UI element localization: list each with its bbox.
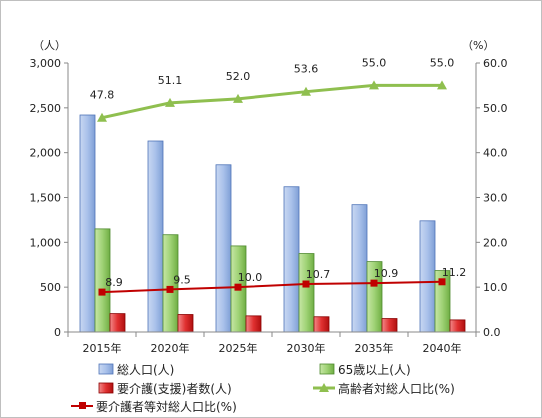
data-label-care-ratio: 9.5 — [173, 273, 191, 286]
marker-care-ratio — [302, 280, 310, 288]
right-tick-label: 50.0 — [483, 102, 508, 115]
marker-care-ratio — [234, 283, 242, 291]
legend-label-elderly-ratio: 高齢者対総人口比(%) — [338, 381, 455, 396]
bar-series — [79, 114, 466, 333]
right-tick-label: 60.0 — [483, 57, 508, 70]
marker-care-ratio — [438, 278, 446, 286]
data-label-elderly-ratio: 55.0 — [362, 56, 387, 69]
left-tick-label: 2,000 — [30, 147, 62, 160]
bar-care-recipients — [177, 314, 194, 333]
right-tick-label: 0.0 — [483, 326, 501, 339]
left-tick-label: 0 — [54, 326, 61, 339]
marker-elderly-ratio — [97, 112, 107, 122]
x-tick-label: 2035年 — [355, 341, 394, 355]
bar-total-population — [351, 204, 368, 333]
left-axis-unit: （人） — [33, 39, 66, 52]
line-series — [97, 80, 447, 296]
data-label-care-ratio: 8.9 — [105, 276, 123, 289]
bar-care-recipients — [245, 315, 262, 333]
x-tick-label: 2025年 — [219, 341, 258, 355]
legend-item-total-population: 総人口(人) — [98, 363, 174, 377]
marker-elderly-ratio — [437, 80, 447, 90]
x-tick-label: 2040年 — [423, 341, 462, 355]
right-axis-ticks: 0.0 10.0 20.0 30.0 40.0 50.0 60.0 — [476, 57, 508, 339]
bar-care-recipients — [313, 316, 330, 333]
data-label-care-ratio: 10.0 — [238, 271, 263, 284]
legend-item-care-recipients: 要介護(支援)者数(人) — [98, 381, 232, 396]
bar-care-recipients — [381, 318, 398, 333]
right-tick-label: 40.0 — [483, 147, 508, 160]
right-tick-label: 20.0 — [483, 236, 508, 249]
left-tick-label: 1,500 — [30, 192, 62, 205]
legend-label-total-population: 総人口(人) — [117, 363, 174, 377]
left-axis-ticks: 0 500 1,000 1,500 2,000 2,500 3,000 — [30, 57, 68, 339]
data-label-elderly-ratio: 55.0 — [430, 56, 455, 69]
data-label-care-ratio: 11.2 — [442, 266, 467, 279]
line-care-ratio — [101, 280, 443, 294]
legend: 総人口(人) 65歳以上(人) 要介護(支援)者数(人) 高齢者対総人口比(%)… — [71, 363, 455, 414]
legend-item-65-and-over: 65歳以上(人) — [319, 363, 411, 377]
marker-elderly-ratio — [233, 93, 243, 103]
legend-item-care-ratio: 要介護者等対総人口比(%) — [71, 399, 237, 414]
bar-total-population — [419, 220, 436, 333]
legend-label-care-recipients: 要介護(支援)者数(人) — [117, 381, 232, 396]
marker-elderly-ratio — [301, 86, 311, 96]
legend-label-65-and-over: 65歳以上(人) — [338, 363, 411, 377]
right-tick-label: 10.0 — [483, 281, 508, 294]
left-tick-label: 2,500 — [30, 102, 62, 115]
marker-care-ratio — [370, 279, 378, 287]
data-label-care-ratio: 10.7 — [306, 268, 331, 281]
marker-elderly-ratio — [165, 97, 175, 107]
marker-care-ratio — [166, 285, 174, 293]
legend-label-care-ratio: 要介護者等対総人口比(%) — [96, 399, 237, 414]
marker-elderly-ratio — [369, 80, 379, 90]
data-label-elderly-ratio: 47.8 — [90, 89, 115, 102]
data-label-care-ratio: 10.9 — [374, 267, 399, 280]
data-label-elderly-ratio: 53.6 — [294, 63, 319, 76]
bar-total-population — [283, 186, 300, 333]
left-tick-label: 500 — [40, 281, 61, 294]
bar-total-population — [79, 114, 96, 333]
bar-total-population — [215, 164, 232, 333]
bar-65-and-over — [298, 253, 315, 333]
line-elderly-ratio — [101, 83, 442, 120]
bar-total-population — [147, 140, 164, 333]
legend-item-elderly-ratio: 高齢者対総人口比(%) — [313, 381, 455, 396]
right-axis-unit: （%） — [462, 39, 494, 52]
left-tick-label: 3,000 — [30, 57, 62, 70]
x-axis-labels: 2015年 2020年 2025年 2030年 2035年 2040年 — [83, 341, 462, 355]
x-tick-label: 2030年 — [287, 341, 326, 355]
left-tick-label: 1,000 — [30, 236, 62, 249]
right-tick-label: 30.0 — [483, 192, 508, 205]
axes — [67, 63, 477, 337]
marker-care-ratio — [98, 288, 106, 296]
bar-care-recipients — [109, 313, 126, 333]
data-label-elderly-ratio: 52.0 — [226, 70, 251, 83]
x-tick-label: 2020年 — [151, 341, 190, 355]
x-tick-label: 2015年 — [83, 341, 122, 355]
bar-care-recipients — [449, 319, 466, 333]
data-labels: 47.8 51.1 52.0 53.6 55.0 55.0 8.9 9.5 10.0 10.7 10… — [90, 56, 467, 289]
data-label-elderly-ratio: 51.1 — [158, 74, 183, 87]
